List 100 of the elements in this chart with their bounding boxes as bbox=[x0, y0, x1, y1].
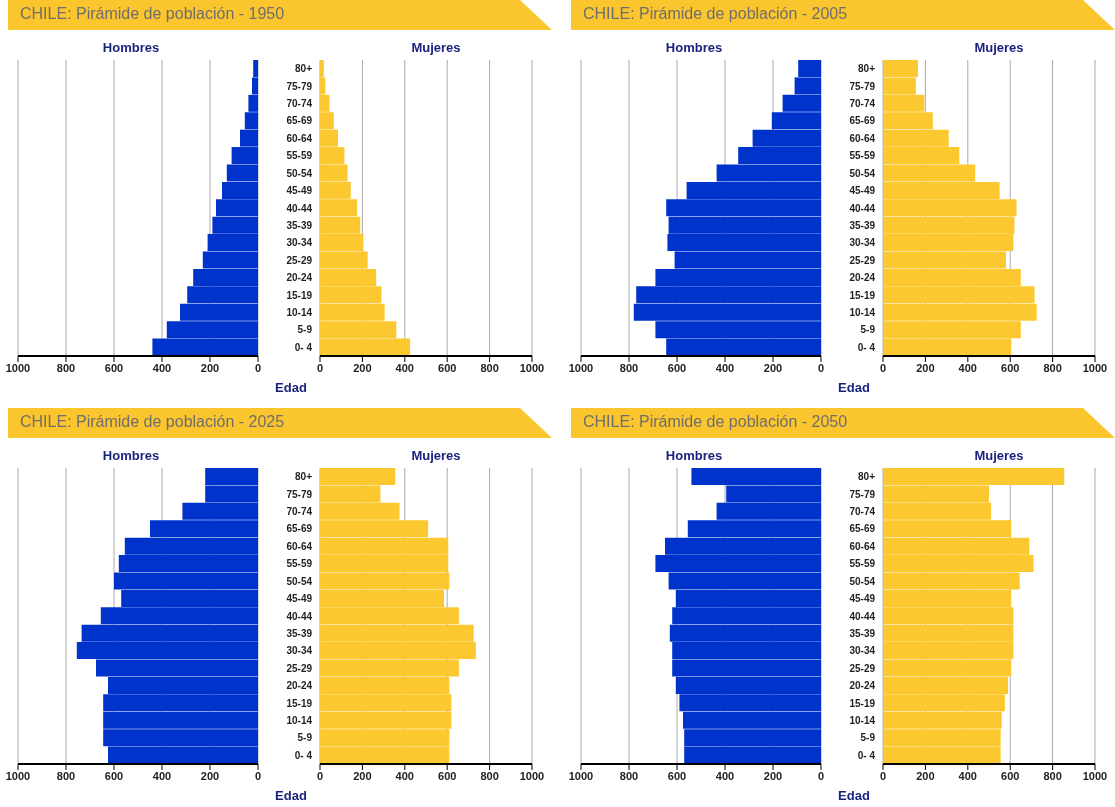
y-tick-label: 50-54 bbox=[849, 167, 876, 179]
x-tick-label: 400 bbox=[715, 769, 735, 782]
y-tick-label: 0- 4 bbox=[294, 749, 313, 761]
x-tick-label: 1000 bbox=[1082, 361, 1108, 374]
y-tick-label: 15-19 bbox=[286, 697, 313, 709]
text: Hombres bbox=[665, 40, 723, 55]
x-tick-label: 1000 bbox=[519, 769, 545, 782]
y-tick-label: 60-64 bbox=[286, 540, 313, 552]
y-tick-label: 15-19 bbox=[286, 289, 313, 301]
y-tick-label: 75-79 bbox=[286, 80, 313, 92]
y-axis-title: Edad bbox=[274, 788, 308, 803]
x-tick-label: 0 bbox=[316, 769, 324, 782]
y-tick-label: 55-59 bbox=[849, 150, 876, 162]
y-tick-label: 30-34 bbox=[849, 645, 876, 657]
y-tick-label: 25-29 bbox=[286, 662, 313, 674]
x-tick-label: 400 bbox=[715, 361, 735, 374]
x-tick-label: 1000 bbox=[519, 361, 545, 374]
x-tick-label: 400 bbox=[395, 769, 414, 782]
x-tick-label: 0 bbox=[316, 361, 324, 374]
x-tick-label: 1000 bbox=[1082, 769, 1108, 782]
x-tick-label: 600 bbox=[667, 769, 687, 782]
x-tick-label: 600 bbox=[438, 769, 457, 782]
y-tick-label: 70-74 bbox=[286, 98, 313, 110]
y-tick-label: 80+ bbox=[295, 63, 313, 75]
y-tick-label: 50-54 bbox=[849, 575, 876, 587]
chart-title: CHILE: Pirámide de población - 2050 bbox=[583, 413, 848, 431]
y-tick-label: 15-19 bbox=[849, 289, 876, 301]
y-tick-label: 80+ bbox=[858, 63, 876, 75]
x-tick-label: 200 bbox=[200, 361, 220, 374]
x-tick-label: 400 bbox=[152, 361, 172, 374]
y-tick-label: 5-9 bbox=[860, 324, 876, 336]
x-tick-label: 400 bbox=[958, 769, 977, 782]
y-tick-label: 10-14 bbox=[849, 307, 876, 319]
x-tick-label: 400 bbox=[395, 361, 414, 374]
x-tick-label: 600 bbox=[667, 361, 687, 374]
y-tick-label: 25-29 bbox=[849, 662, 876, 674]
x-tick-label: 600 bbox=[104, 769, 124, 782]
x-tick-label: 200 bbox=[763, 769, 783, 782]
y-tick-label: 35-39 bbox=[286, 627, 313, 639]
y-tick-label: 45-49 bbox=[849, 593, 876, 605]
y-tick-label: 70-74 bbox=[286, 506, 313, 518]
chart-title: CHILE: Pirámide de población - 2005 bbox=[583, 5, 848, 23]
y-tick-label: 5-9 bbox=[297, 732, 313, 744]
y-tick-label: 25-29 bbox=[286, 254, 313, 266]
x-tick-label: 1000 bbox=[5, 769, 31, 782]
text: Hombres bbox=[102, 448, 160, 463]
y-tick-label: 0- 4 bbox=[294, 341, 313, 353]
y-tick-label: 65-69 bbox=[849, 523, 876, 535]
y-tick-label: 10-14 bbox=[849, 715, 876, 727]
y-tick-label: 75-79 bbox=[849, 488, 876, 500]
x-tick-label: 200 bbox=[353, 361, 372, 374]
y-tick-label: 50-54 bbox=[286, 575, 313, 587]
y-tick-label: 70-74 bbox=[849, 506, 876, 518]
x-tick-label: 200 bbox=[200, 769, 220, 782]
series-label: Mujeres bbox=[411, 448, 461, 463]
y-tick-label: 50-54 bbox=[286, 167, 313, 179]
y-tick-label: 65-69 bbox=[286, 523, 313, 535]
y-tick-label: 65-69 bbox=[286, 115, 313, 127]
x-tick-label: 400 bbox=[152, 769, 172, 782]
x-tick-label: 0 bbox=[879, 361, 887, 374]
y-tick-label: 40-44 bbox=[849, 610, 876, 622]
y-tick-label: 70-74 bbox=[849, 98, 876, 110]
series-label: Mujeres bbox=[974, 448, 1024, 463]
x-tick-label: 800 bbox=[1043, 769, 1062, 782]
x-tick-label: 0 bbox=[817, 361, 825, 374]
y-axis-title: Edad bbox=[837, 788, 871, 803]
x-tick-label: 800 bbox=[619, 769, 639, 782]
y-tick-label: 55-59 bbox=[286, 558, 313, 570]
y-tick-label: 30-34 bbox=[286, 237, 313, 249]
x-tick-label: 200 bbox=[916, 361, 935, 374]
y-tick-label: 20-24 bbox=[286, 272, 313, 284]
y-tick-label: 45-49 bbox=[286, 593, 313, 605]
y-tick-label: 10-14 bbox=[286, 715, 313, 727]
y-tick-label: 20-24 bbox=[849, 272, 876, 284]
y-tick-label: 55-59 bbox=[849, 558, 876, 570]
x-tick-label: 600 bbox=[1001, 361, 1020, 374]
x-tick-label: 800 bbox=[480, 361, 499, 374]
x-tick-label: 400 bbox=[958, 361, 977, 374]
x-tick-label: 200 bbox=[763, 361, 783, 374]
y-tick-label: 35-39 bbox=[849, 627, 876, 639]
y-tick-label: 60-64 bbox=[849, 540, 876, 552]
y-tick-label: 60-64 bbox=[286, 132, 313, 144]
y-axis-title: Edad bbox=[274, 380, 308, 395]
x-tick-label: 800 bbox=[1043, 361, 1062, 374]
y-tick-label: 55-59 bbox=[286, 150, 313, 162]
x-tick-label: 600 bbox=[438, 361, 457, 374]
y-tick-label: 80+ bbox=[858, 471, 876, 483]
y-tick-label: 10-14 bbox=[286, 307, 313, 319]
y-tick-label: 0- 4 bbox=[857, 749, 876, 761]
y-tick-label: 80+ bbox=[295, 471, 313, 483]
y-tick-label: 30-34 bbox=[286, 645, 313, 657]
y-axis-title: Edad bbox=[837, 380, 871, 395]
y-tick-label: 5-9 bbox=[297, 324, 313, 336]
y-tick-label: 35-39 bbox=[286, 219, 313, 231]
y-tick-label: 40-44 bbox=[286, 202, 313, 214]
x-tick-label: 200 bbox=[353, 769, 372, 782]
x-tick-label: 200 bbox=[916, 769, 935, 782]
x-tick-label: 0 bbox=[254, 769, 262, 782]
y-tick-label: 15-19 bbox=[849, 697, 876, 709]
x-tick-label: 600 bbox=[104, 361, 124, 374]
